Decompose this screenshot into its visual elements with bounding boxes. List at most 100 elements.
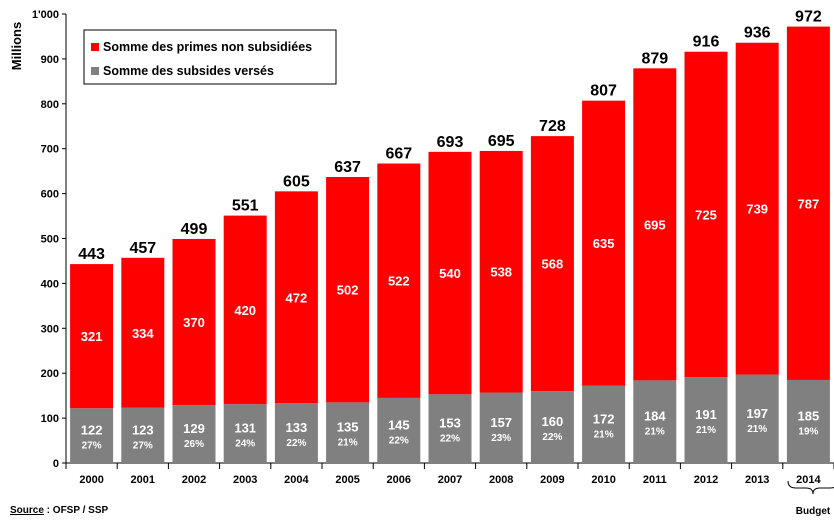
bar-segment-primes [223,215,267,405]
data-label-total: 807 [590,83,617,100]
bar-segment-primes [530,136,574,392]
x-tick-label: 2008 [489,474,513,486]
data-label-subsides: 191 [695,407,717,422]
data-label-total: 693 [437,134,464,151]
data-label-subsides: 197 [746,406,768,421]
x-tick-label: 2005 [335,474,359,486]
bar-segment-subsides [786,379,830,463]
data-label-percent: 22% [542,432,562,443]
y-tick-label: 1'000 [32,9,59,21]
data-label-percent: 22% [286,438,306,449]
data-label-percent: 21% [594,429,614,440]
data-label-primes: 321 [81,329,103,344]
data-label-subsides: 184 [644,409,666,424]
bar-segment-primes [377,163,421,398]
budget-label: Budget [796,506,831,517]
x-tick-label: 2009 [540,474,564,486]
x-tick-label: 2010 [591,474,615,486]
data-label-primes: 725 [695,207,717,222]
bar-segment-primes [70,264,114,409]
data-label-primes: 472 [286,290,308,305]
source-text: : OFSP / SSP [44,505,109,516]
data-label-percent: 22% [389,435,409,446]
source-note: Source : OFSP / SSP [10,505,109,516]
bar-segment-primes [274,191,318,404]
data-label-subsides: 185 [798,408,820,423]
bar-segment-primes [633,68,677,381]
y-tick-label: 900 [41,54,59,66]
data-label-primes: 635 [593,236,615,251]
y-tick-label: 400 [41,278,59,290]
source-prefix: Source [10,505,44,516]
data-label-total: 551 [232,198,259,215]
data-label-primes: 787 [798,196,820,211]
y-axis-title: Millions [9,22,24,70]
y-tick-label: 600 [41,189,59,201]
x-tick-label: 2001 [131,474,155,486]
bar-segment-subsides [735,374,779,463]
bar-segment-subsides [582,385,626,463]
data-label-total: 879 [641,50,668,67]
bar-segment-primes [786,26,830,380]
x-tick-label: 2004 [284,474,309,486]
bar-segment-primes [479,150,523,393]
data-label-subsides: 172 [593,411,615,426]
y-tick-label: 200 [41,368,59,380]
data-label-primes: 538 [490,265,512,280]
data-label-percent: 22% [440,434,460,445]
data-label-primes: 502 [337,283,359,298]
y-tick-label: 100 [41,413,59,425]
y-tick-label: 300 [41,323,59,335]
bar-segment-subsides [530,391,574,463]
data-label-total: 667 [385,146,412,163]
data-label-subsides: 122 [81,423,103,438]
bar-segment-subsides [326,402,370,463]
bar-labels: 122 27% 321 443 2000 123 27% 334 457 2001 129 26% 37… [78,9,822,486]
data-label-total: 443 [78,246,105,263]
data-label-percent: 19% [798,426,818,437]
data-label-primes: 370 [183,315,205,330]
data-label-total: 936 [744,25,771,42]
data-label-total: 972 [795,9,822,26]
bar-segment-primes [684,51,728,378]
bars [70,26,830,463]
legend: Somme des primes non subsidiées Somme de… [83,29,337,85]
legend-box [83,29,337,85]
data-label-primes: 334 [132,326,154,341]
data-label-total: 637 [334,159,361,176]
x-tick-label: 2013 [745,474,769,486]
data-label-subsides: 135 [337,420,359,435]
bar-segment-subsides [428,394,472,463]
data-label-total: 457 [129,240,156,257]
bar-segment-subsides [377,397,421,463]
bar-segment-subsides [633,380,677,463]
x-tick-label: 2014 [796,474,821,486]
x-tick-label: 2003 [233,474,257,486]
legend-swatch-subsides [91,67,99,75]
y-tick-label: 0 [53,458,59,470]
data-label-percent: 24% [235,439,255,450]
x-tick-label: 2007 [438,474,462,486]
bar-segment-primes [735,42,779,375]
data-label-primes: 695 [644,217,666,232]
y-tick-label: 800 [41,99,59,111]
bar-segment-primes [172,238,216,406]
x-tick-label: 2002 [182,474,206,486]
legend-swatch-primes [91,43,99,51]
data-label-percent: 26% [184,439,204,450]
bar-segment-subsides [70,408,114,463]
data-label-primes: 420 [234,303,256,318]
bar-segment-primes [326,176,370,403]
bar-segment-primes [428,151,472,395]
bar-segment-subsides [172,405,216,463]
bar-segment-subsides [223,404,267,463]
y-tick-label: 700 [41,144,59,156]
data-label-percent: 21% [696,425,716,436]
data-label-primes: 739 [746,202,768,217]
bar-segment-subsides [684,377,728,463]
legend-label-primes: Somme des primes non subsidiées [103,40,312,54]
data-label-primes: 522 [388,274,410,289]
data-label-total: 499 [181,221,208,238]
data-label-percent: 27% [133,440,153,451]
x-tick-label: 2000 [79,474,103,486]
